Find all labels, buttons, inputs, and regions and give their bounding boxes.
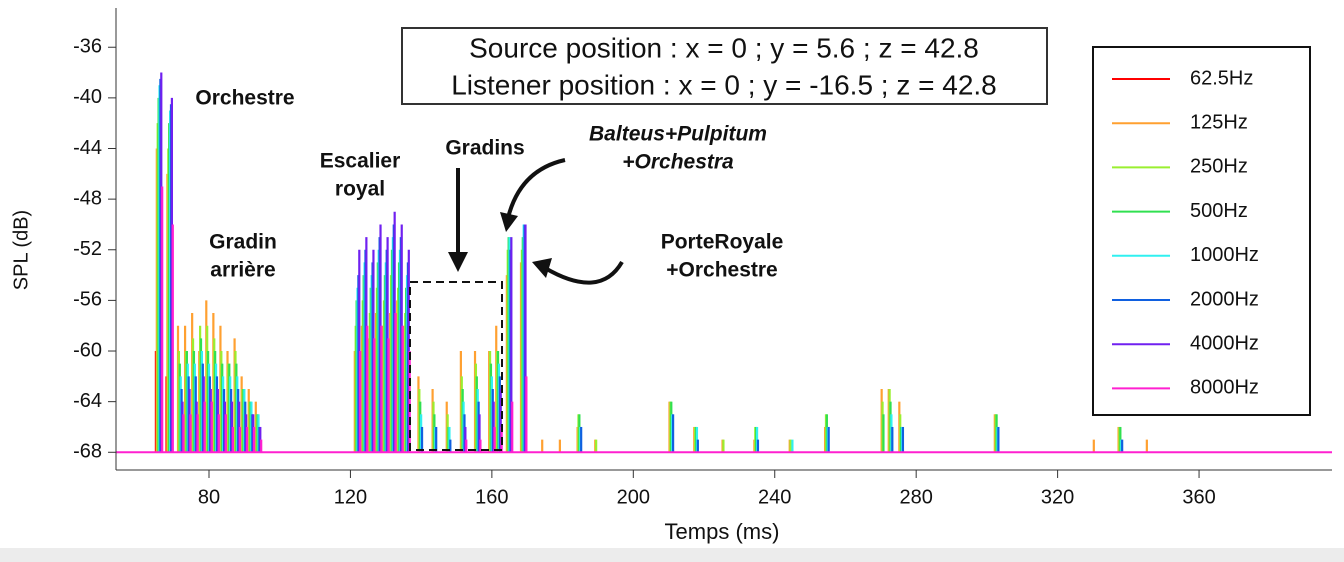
annotation: Balteus+Pulpitum xyxy=(589,123,767,146)
info-line: Listener position : x = 0 ; y = -16.5 ; … xyxy=(451,69,997,100)
annotation: Gradin xyxy=(209,231,277,254)
highlight-box xyxy=(409,281,503,451)
legend-label: 62.5Hz xyxy=(1190,67,1253,89)
info-box xyxy=(401,27,1048,105)
footer-band xyxy=(0,548,1344,562)
x-tick-label: 80 xyxy=(198,486,220,508)
y-tick-label: -56 xyxy=(73,289,102,311)
y-tick-label: -48 xyxy=(73,187,102,209)
x-tick-label: 240 xyxy=(758,486,791,508)
arrows xyxy=(456,158,624,285)
legend-label: 125Hz xyxy=(1190,111,1248,133)
legend-label: 250Hz xyxy=(1190,156,1248,178)
annotation: Gradins xyxy=(445,137,524,160)
annotation: royal xyxy=(335,178,385,201)
annotations: Orchestre Gradin arrière Escalier royal Gradi… xyxy=(195,87,783,282)
plot-area xyxy=(116,72,1332,454)
y-tick-label: -52 xyxy=(73,238,102,260)
annotation: Escalier xyxy=(320,150,401,173)
y-tick-label: -44 xyxy=(73,137,102,159)
x-tick-label: 320 xyxy=(1041,486,1074,508)
y-tick-label: -40 xyxy=(73,86,102,108)
info-line: Source position : x = 0 ; y = 5.6 ; z = … xyxy=(469,32,979,63)
arrow-heads xyxy=(448,212,552,278)
x-tick-label: 120 xyxy=(334,486,367,508)
annotation: +Orchestre xyxy=(666,259,777,282)
x-axis-title: Temps (ms) xyxy=(665,519,780,544)
annotation: PorteRoyale xyxy=(661,231,784,254)
y-tick-label: -60 xyxy=(73,339,102,361)
legend-label: 8000Hz xyxy=(1190,377,1259,399)
y-tick-label: -36 xyxy=(73,36,102,58)
legend-label: 4000Hz xyxy=(1190,332,1259,354)
legend-items: 62.5Hz 125Hz 250Hz 500Hz 1000Hz 2000Hz 4000Hz 8… xyxy=(1112,67,1259,399)
legend-label: 1000Hz xyxy=(1190,244,1259,266)
x-tick-label: 360 xyxy=(1182,486,1215,508)
annotation: Orchestre xyxy=(195,87,294,110)
y-tick-label: -68 xyxy=(73,441,102,463)
legend-label: 500Hz xyxy=(1190,200,1248,222)
y-axis-title: SPL (dB) xyxy=(10,210,32,290)
x-tick-label: 200 xyxy=(617,486,650,508)
annotation: arrière xyxy=(210,259,275,282)
y-tick-label: -64 xyxy=(73,390,102,412)
legend xyxy=(1092,46,1311,416)
x-tick-label: 280 xyxy=(899,486,932,508)
annotation: +Orchestra xyxy=(622,151,734,174)
legend-label: 2000Hz xyxy=(1190,288,1259,310)
x-tick-label: 160 xyxy=(475,486,508,508)
